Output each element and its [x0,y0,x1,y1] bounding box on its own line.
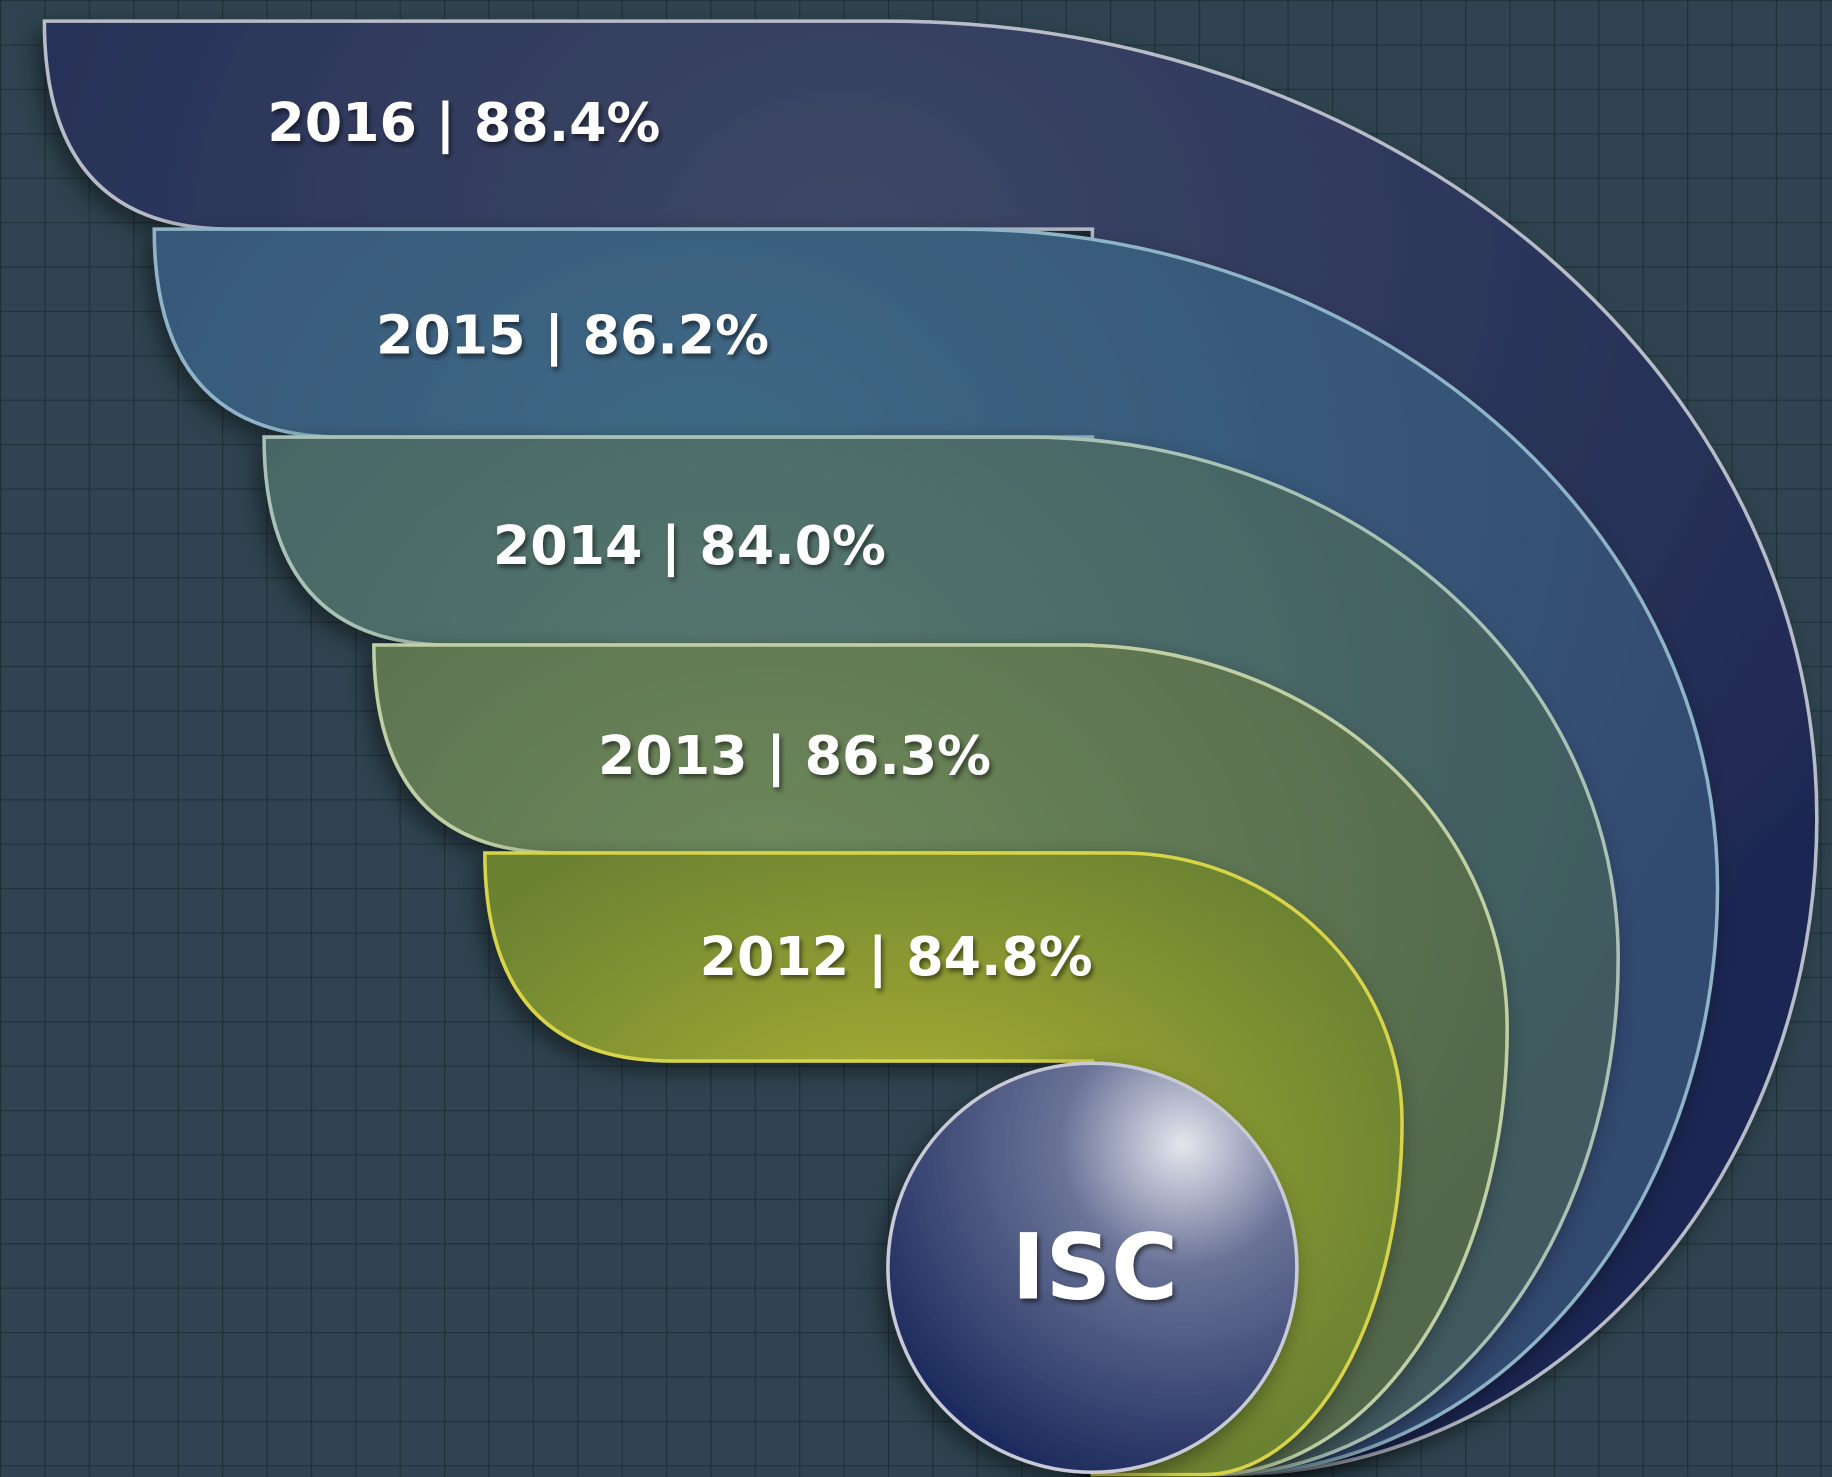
band-label: 2015 | 86.2% [376,304,769,367]
diagram: 2016 | 88.4% 2015 | 86.2% 2014 | 84.0% 2013… [0,0,1832,1477]
band-label: 2014 | 84.0% [493,514,886,577]
center-label: ISC [1012,1215,1178,1321]
band-label: 2016 | 88.4% [267,91,660,154]
band-label: 2013 | 86.3% [598,724,991,787]
page: {"bands": [ {"label": "2016 | 88.4%"}, {… [0,0,1832,1477]
band-label: 2012 | 84.8% [700,925,1093,988]
